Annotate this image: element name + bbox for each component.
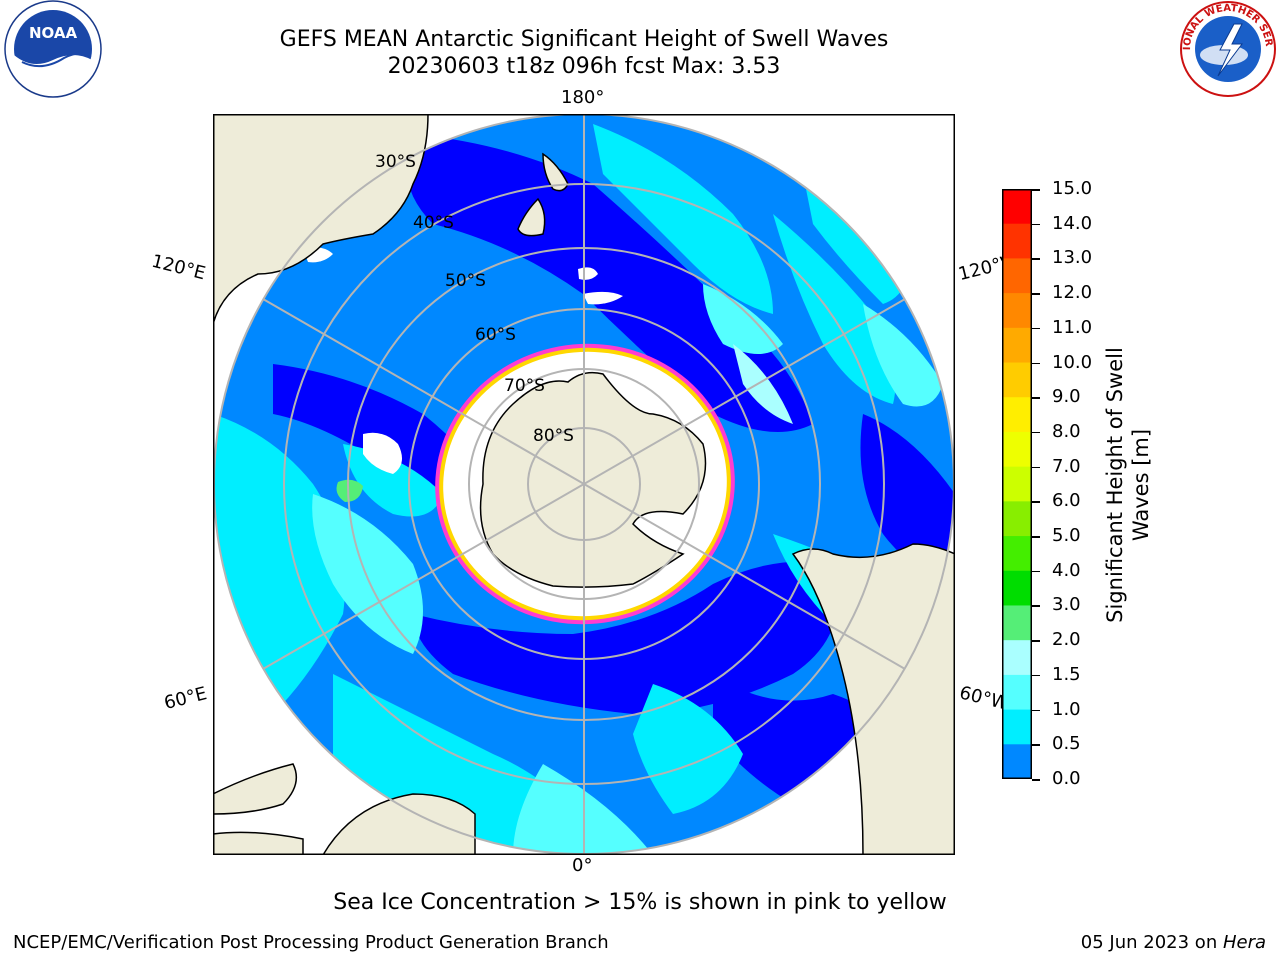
colorbar-tick-mark bbox=[1032, 466, 1040, 469]
colorbar-label-line2: Waves [m] bbox=[1129, 428, 1153, 542]
colorbar-bin bbox=[1002, 744, 1032, 779]
colorbar-tick-mark bbox=[1032, 189, 1040, 191]
colorbar-tick-label: 4.0 bbox=[1052, 559, 1081, 581]
africa-land bbox=[322, 793, 476, 855]
footer-date-text: 05 Jun 2023 on bbox=[1080, 932, 1223, 953]
lat-label-40s: 40°S bbox=[413, 213, 454, 233]
colorbar-bin bbox=[1002, 189, 1032, 225]
colorbar-tick-label: 14.0 bbox=[1052, 212, 1093, 234]
colorbar-bin bbox=[1002, 223, 1032, 259]
colorbar-bin bbox=[1002, 258, 1032, 294]
new-zealand-north-land bbox=[542, 152, 569, 192]
lat-label-50s: 50°S bbox=[445, 271, 486, 291]
lat-label-30s: 30°S bbox=[375, 152, 416, 172]
colorbar-tick-label: 12.0 bbox=[1052, 282, 1093, 304]
colorbar-tick-label: 5.0 bbox=[1052, 525, 1081, 547]
colorbar-tick-label: 3.0 bbox=[1052, 594, 1081, 616]
colorbar-bin bbox=[1002, 640, 1032, 676]
colorbar-bin bbox=[1002, 501, 1032, 537]
south-america-land bbox=[791, 543, 955, 855]
colorbar-tick-label: 7.0 bbox=[1052, 455, 1081, 477]
colorbar-tick-mark bbox=[1032, 570, 1040, 573]
colorbar-bin bbox=[1002, 674, 1032, 711]
colorbar-tick-mark bbox=[1032, 674, 1040, 677]
colorbar-tick-label: 13.0 bbox=[1052, 247, 1093, 269]
colorbar-tick-mark bbox=[1032, 293, 1040, 295]
colorbar-tick-mark bbox=[1032, 779, 1040, 781]
colorbar-bin bbox=[1002, 466, 1032, 502]
continents bbox=[213, 114, 955, 855]
map-frame bbox=[213, 114, 955, 855]
colorbar bbox=[1002, 189, 1032, 779]
colorbar-tick-label: 10.0 bbox=[1052, 351, 1093, 373]
footer-date: 05 Jun 2023 on Hera bbox=[1081, 932, 1266, 954]
colorbar-tick-label: 9.0 bbox=[1052, 386, 1081, 408]
colorbar-label-line1: Significant Height of Swell bbox=[1103, 347, 1127, 623]
lon-label-120e: 120°E bbox=[149, 250, 208, 285]
footer-branch: NCEP/EMC/Verification Post Processing Pr… bbox=[13, 932, 609, 953]
colorbar-tick-mark bbox=[1032, 327, 1040, 330]
madagascar-land bbox=[213, 763, 298, 815]
lat-label-60s: 60°S bbox=[475, 325, 516, 345]
lat-label-80s: 80°S bbox=[533, 426, 574, 446]
colorbar-tick-label: 1.5 bbox=[1052, 663, 1081, 685]
nws-logo: NATIONAL WEATHER SERVICE bbox=[1176, 0, 1276, 97]
colorbar-tick-mark bbox=[1032, 397, 1040, 399]
colorbar-tick-label: 2.0 bbox=[1052, 629, 1081, 651]
lon-label-0: 0° bbox=[572, 855, 593, 876]
colorbar-bin bbox=[1002, 327, 1032, 364]
sea-ice-note: Sea Ice Concentration > 15% is shown in … bbox=[333, 890, 947, 915]
colorbar-tick-label: 0.5 bbox=[1052, 733, 1081, 755]
colorbar-tick-mark bbox=[1032, 536, 1040, 538]
australia-land bbox=[213, 114, 429, 325]
noaa-logo: NOAA bbox=[4, 0, 102, 98]
colorbar-tick-mark bbox=[1032, 744, 1040, 746]
lat-label-70s: 70°S bbox=[504, 376, 545, 396]
colorbar-tick-label: 11.0 bbox=[1052, 316, 1093, 338]
colorbar-tick-label: 1.0 bbox=[1052, 698, 1081, 720]
colorbar-tick-mark bbox=[1032, 605, 1040, 607]
polar-map: 30°S 40°S 50°S 60°S 70°S 80°S bbox=[213, 114, 955, 855]
colorbar-bin bbox=[1002, 362, 1032, 398]
footer-host: Hera bbox=[1222, 932, 1266, 953]
lon-label-60e: 60°E bbox=[161, 683, 210, 714]
colorbar-tick-label: 0.0 bbox=[1052, 768, 1081, 789]
noaa-logo-text: NOAA bbox=[29, 24, 78, 42]
new-zealand-south-land bbox=[517, 197, 546, 237]
colorbar-tick-mark bbox=[1032, 709, 1040, 712]
colorbar-tick-mark bbox=[1032, 431, 1040, 434]
colorbar-tick-mark bbox=[1032, 258, 1040, 260]
colorbar-bin bbox=[1002, 570, 1032, 606]
colorbar-bin bbox=[1002, 605, 1032, 641]
colorbar-tick-label: 6.0 bbox=[1052, 490, 1081, 512]
lon-label-180: 180° bbox=[561, 87, 605, 108]
colorbar-tick-mark bbox=[1032, 223, 1040, 226]
map-title: GEFS MEAN Antarctic Significant Height o… bbox=[279, 27, 889, 52]
colorbar-bin bbox=[1002, 431, 1032, 468]
colorbar-tick-mark bbox=[1032, 501, 1040, 503]
colorbar-tick-mark bbox=[1032, 640, 1040, 642]
colorbar-bin bbox=[1002, 536, 1032, 572]
colorbar-bin bbox=[1002, 397, 1032, 433]
colorbar-bin bbox=[1002, 293, 1032, 329]
map-subtitle: 20230603 t18z 096h fcst Max: 3.53 bbox=[387, 54, 781, 79]
colorbar-bin bbox=[1002, 709, 1032, 745]
colorbar-tick-label: 15.0 bbox=[1052, 178, 1093, 199]
colorbar-tick-label: 8.0 bbox=[1052, 420, 1081, 442]
colorbar-tick-mark bbox=[1032, 362, 1040, 365]
colorbar-label: Significant Height of Swell Waves [m] bbox=[1102, 285, 1154, 685]
